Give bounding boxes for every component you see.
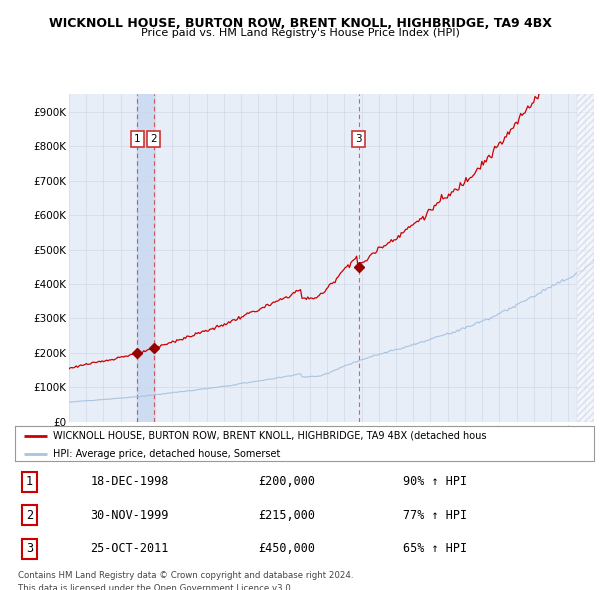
Text: WICKNOLL HOUSE, BURTON ROW, BRENT KNOLL, HIGHBRIDGE, TA9 4BX (detached hous: WICKNOLL HOUSE, BURTON ROW, BRENT KNOLL,… <box>53 431 486 441</box>
Text: Contains HM Land Registry data © Crown copyright and database right 2024.: Contains HM Land Registry data © Crown c… <box>18 571 353 579</box>
Text: £200,000: £200,000 <box>258 475 315 488</box>
Text: 30-NOV-1999: 30-NOV-1999 <box>90 509 169 522</box>
Text: Price paid vs. HM Land Registry's House Price Index (HPI): Price paid vs. HM Land Registry's House … <box>140 28 460 38</box>
Text: 2: 2 <box>26 509 33 522</box>
Text: 2: 2 <box>151 133 157 143</box>
Text: 77% ↑ HPI: 77% ↑ HPI <box>403 509 467 522</box>
Bar <box>137 94 154 422</box>
Text: 18-DEC-1998: 18-DEC-1998 <box>90 475 169 488</box>
Text: 90% ↑ HPI: 90% ↑ HPI <box>403 475 467 488</box>
Text: 1: 1 <box>26 475 33 488</box>
Text: 3: 3 <box>355 133 362 143</box>
Text: HPI: Average price, detached house, Somerset: HPI: Average price, detached house, Some… <box>53 448 280 458</box>
Text: £215,000: £215,000 <box>258 509 315 522</box>
Text: 1: 1 <box>134 133 140 143</box>
Text: WICKNOLL HOUSE, BURTON ROW, BRENT KNOLL, HIGHBRIDGE, TA9 4BX: WICKNOLL HOUSE, BURTON ROW, BRENT KNOLL,… <box>49 17 551 30</box>
Text: This data is licensed under the Open Government Licence v3.0.: This data is licensed under the Open Gov… <box>18 584 293 590</box>
Text: 3: 3 <box>26 542 33 555</box>
Text: £450,000: £450,000 <box>258 542 315 555</box>
Text: 65% ↑ HPI: 65% ↑ HPI <box>403 542 467 555</box>
Text: 25-OCT-2011: 25-OCT-2011 <box>90 542 169 555</box>
